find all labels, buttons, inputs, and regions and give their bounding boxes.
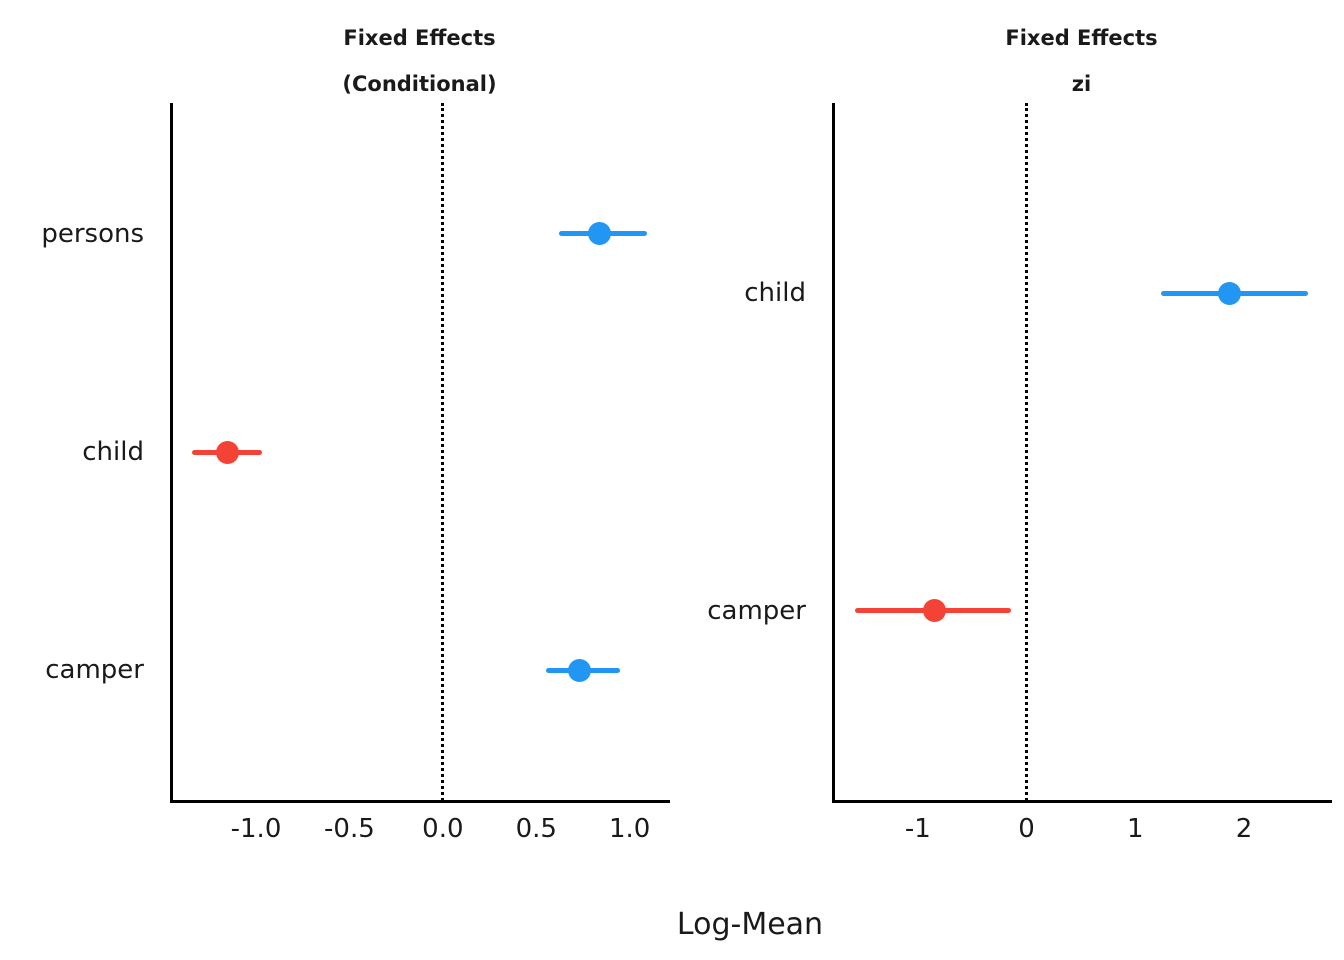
x-tick-label: 0	[1018, 814, 1035, 844]
x-tick-label: 1	[1127, 814, 1144, 844]
plot-area	[169, 103, 670, 803]
panel-title: Fixed Effects	[1005, 26, 1158, 50]
estimate-point	[922, 599, 946, 623]
estimate-point	[1218, 281, 1242, 305]
x-tick-label: -0.5	[324, 814, 375, 844]
x-tick-label: 0.0	[422, 814, 464, 844]
term-label: persons	[41, 218, 144, 249]
term-label: camper	[45, 655, 144, 686]
panel-title: (Conditional)	[342, 72, 497, 96]
estimate-point	[216, 440, 240, 464]
x-tick-label: 0.5	[515, 814, 557, 844]
panel-title: Fixed Effects	[343, 26, 496, 50]
term-label: camper	[707, 595, 806, 626]
x-tick-label: 1.0	[609, 814, 651, 844]
panel-title: zi	[1071, 72, 1092, 96]
x-tick-label: -1	[904, 814, 931, 844]
zero-reference-line	[1025, 103, 1029, 801]
zero-reference-line	[441, 103, 445, 801]
plot-area	[831, 103, 1332, 803]
term-label: child	[744, 278, 806, 309]
x-tick-label: 2	[1235, 814, 1253, 844]
x-axis-label: Log-Mean	[676, 907, 824, 942]
term-label: child	[82, 437, 144, 467]
estimate-point	[588, 222, 612, 246]
estimate-point	[567, 658, 591, 682]
x-tick-label: -1.0	[230, 814, 282, 844]
